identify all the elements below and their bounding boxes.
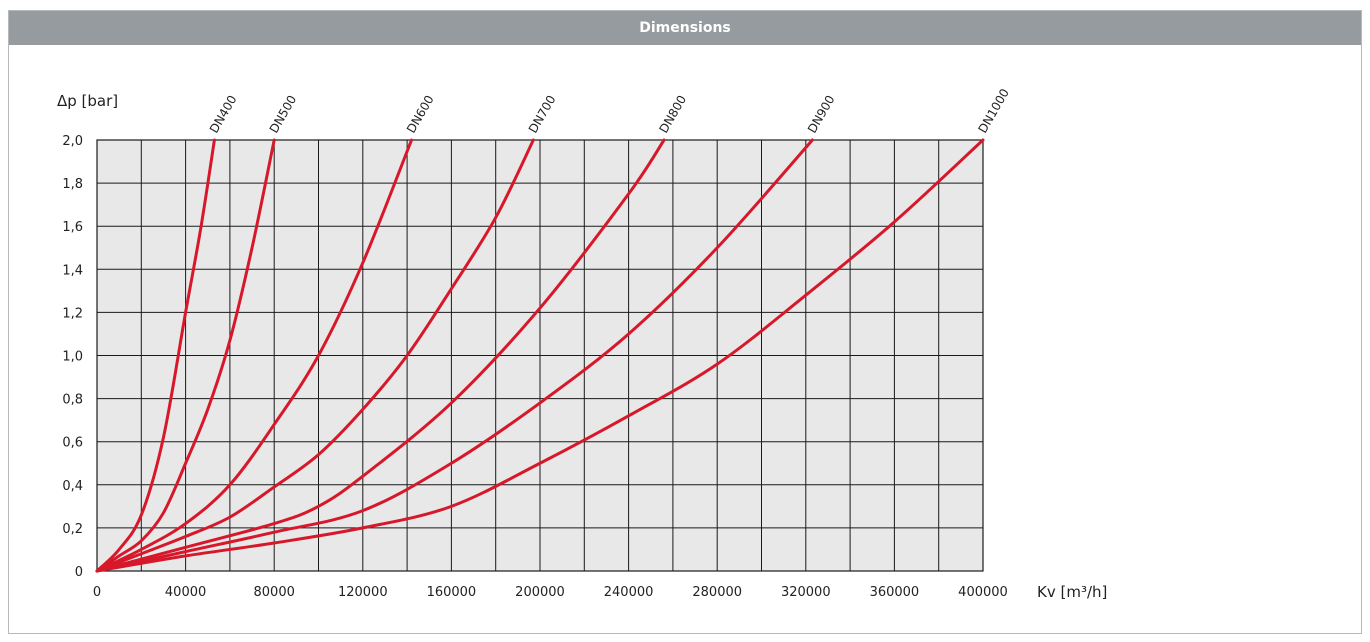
series-label-dn500: DN500 bbox=[267, 93, 300, 136]
x-tick-label: 0 bbox=[93, 585, 101, 600]
series-label-dn900: DN900 bbox=[805, 93, 838, 136]
series-line-dn400 bbox=[95, 138, 216, 573]
x-tick-label: 200000 bbox=[515, 585, 565, 600]
series-label-dn800: DN800 bbox=[657, 93, 690, 136]
y-tick-label: 1,0 bbox=[62, 350, 83, 365]
series-line-dn800 bbox=[95, 138, 666, 573]
x-tick-label: 240000 bbox=[604, 585, 654, 600]
x-tick-label: 120000 bbox=[338, 585, 388, 600]
x-tick-label: 40000 bbox=[165, 585, 206, 600]
plot-border bbox=[96, 139, 984, 572]
panel-title: Dimensions bbox=[639, 20, 731, 36]
series-label-dn400: DN400 bbox=[207, 93, 240, 136]
series-label-dn1000: DN1000 bbox=[975, 86, 1012, 135]
y-tick-label: 0 bbox=[75, 565, 83, 580]
series-line-dn600 bbox=[95, 138, 414, 573]
series-line-dn900 bbox=[95, 138, 814, 573]
y-tick-label: 0,8 bbox=[62, 393, 83, 408]
y-tick-label: 0,2 bbox=[62, 522, 83, 537]
x-tick-label: 80000 bbox=[254, 585, 295, 600]
x-tick-label: 280000 bbox=[692, 585, 742, 600]
y-tick-label: 1,8 bbox=[62, 177, 83, 192]
y-tick-label: 0,4 bbox=[62, 479, 83, 494]
x-tick-label: 360000 bbox=[870, 585, 920, 600]
x-tick-label: 400000 bbox=[958, 585, 1008, 600]
x-tick-label: 320000 bbox=[781, 585, 831, 600]
x-tick-label: 160000 bbox=[427, 585, 477, 600]
y-tick-label: 1,2 bbox=[62, 306, 83, 321]
series-line-dn1000 bbox=[95, 138, 985, 573]
series-line-dn500 bbox=[95, 138, 276, 573]
series-line-dn700 bbox=[95, 138, 535, 573]
series-label-dn700: DN700 bbox=[526, 93, 559, 136]
y-axis-label: Δp [bar] bbox=[57, 92, 118, 110]
panel-header: Dimensions bbox=[9, 11, 1361, 45]
series-label-dn600: DN600 bbox=[404, 93, 437, 136]
y-tick-label: 1,4 bbox=[62, 263, 83, 278]
y-tick-label: 2,0 bbox=[62, 134, 83, 149]
y-tick-label: 0,6 bbox=[62, 436, 83, 451]
y-tick-label: 1,6 bbox=[62, 220, 83, 235]
x-axis-label: Kv [m³/h] bbox=[1037, 583, 1107, 601]
